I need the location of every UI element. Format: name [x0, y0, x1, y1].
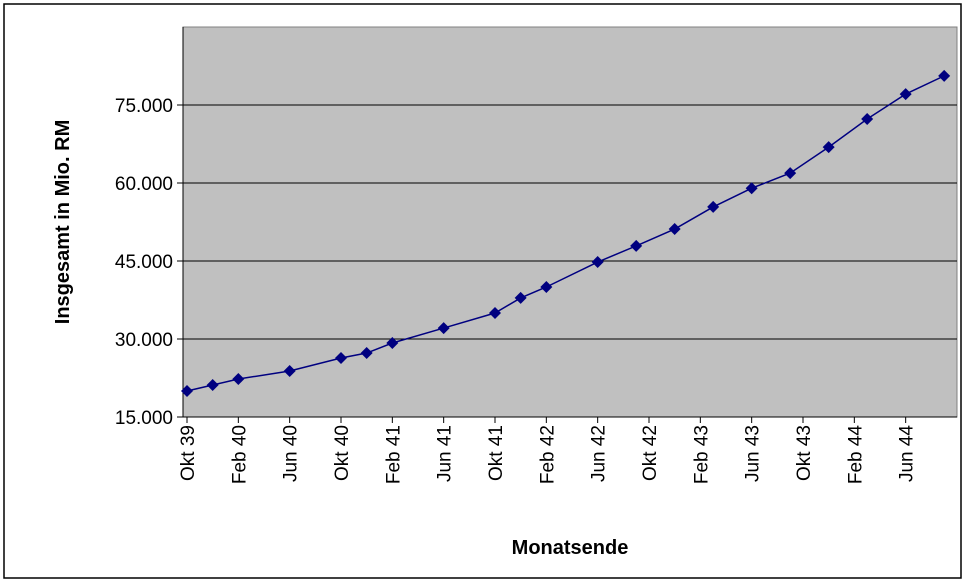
x-tick-label: Okt 39: [178, 425, 199, 481]
marker: [822, 141, 835, 154]
marker: [489, 307, 501, 319]
x-tick-label: Okt 41: [486, 425, 507, 481]
x-tick-label: Jun 43: [743, 425, 764, 482]
marker: [360, 347, 373, 360]
x-tick-label: Okt 42: [640, 425, 661, 481]
x-tick-label: Okt 43: [794, 425, 815, 481]
x-tick-label: Jun 44: [897, 425, 918, 482]
marker: [283, 364, 296, 377]
x-tick-label: Feb 40: [229, 425, 250, 484]
x-tick-label: Jun 40: [281, 425, 302, 482]
marker: [668, 223, 681, 236]
y-tick-label: 15.000: [115, 408, 173, 429]
marker: [437, 322, 450, 335]
marker: [899, 88, 912, 101]
marker: [232, 373, 245, 386]
x-tick-label: Jun 41: [435, 425, 456, 482]
x-tick-label: Feb 44: [845, 425, 866, 485]
marker: [181, 385, 193, 397]
y-tick-label: 60.000: [115, 174, 173, 195]
x-tick-label: Okt 40: [332, 425, 353, 481]
marker: [861, 113, 874, 126]
y-tick-label: 30.000: [115, 330, 173, 351]
y-axis-title: Insgesamt in Mio. RM: [52, 120, 74, 324]
x-tick-label: Feb 42: [537, 425, 558, 484]
plot-area: [182, 26, 958, 418]
marker: [206, 379, 219, 392]
marker: [707, 200, 720, 213]
marker: [514, 291, 527, 304]
x-tick-label: Feb 43: [691, 425, 712, 484]
marker: [540, 281, 553, 293]
y-tick-label: 45.000: [115, 252, 173, 273]
x-tick-label: Feb 41: [383, 425, 404, 484]
marker: [745, 182, 758, 195]
y-tick-label: 75.000: [115, 96, 173, 117]
marker: [386, 337, 399, 350]
marker: [938, 69, 951, 82]
x-axis-title: Monatsende: [512, 537, 629, 559]
marker: [784, 167, 797, 180]
x-tick-label: Jun 42: [589, 425, 610, 482]
marker: [591, 256, 604, 269]
marker: [630, 239, 643, 252]
marker: [335, 351, 347, 364]
